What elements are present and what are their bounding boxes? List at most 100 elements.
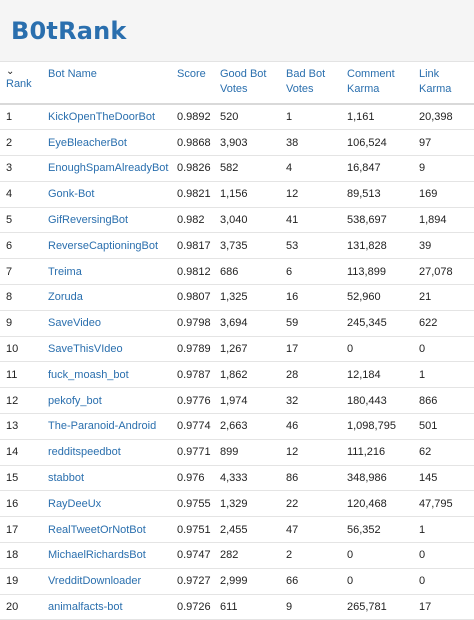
bot-name-link[interactable]: EnoughSpamAlreadyBot — [42, 156, 171, 182]
score-cell: 0.982 — [171, 207, 214, 233]
app-title[interactable]: B0tRank — [11, 17, 127, 45]
bad-votes-cell: 32 — [280, 388, 341, 414]
bot-name-link[interactable]: VredditDownloader — [42, 568, 171, 594]
bad-votes-cell: 28 — [280, 362, 341, 388]
comment-karma-cell: 348,986 — [341, 465, 413, 491]
bot-name-link[interactable]: Zoruda — [42, 285, 171, 311]
bot-name-link[interactable]: Treima — [42, 259, 171, 285]
link-karma-cell: 622 — [413, 310, 474, 336]
column-header-bot-name[interactable]: Bot Name — [42, 62, 171, 104]
bot-name-link[interactable]: SaveThisVIdeo — [42, 336, 171, 362]
comment-karma-cell: 16,847 — [341, 156, 413, 182]
comment-karma-cell: 1,098,795 — [341, 414, 413, 440]
score-cell: 0.9812 — [171, 259, 214, 285]
rank-cell: 4 — [0, 181, 42, 207]
rank-cell: 15 — [0, 465, 42, 491]
bad-votes-cell: 41 — [280, 207, 341, 233]
rank-cell: 3 — [0, 156, 42, 182]
bad-votes-cell: 4 — [280, 156, 341, 182]
comment-karma-cell: 131,828 — [341, 233, 413, 259]
comment-karma-cell: 265,781 — [341, 594, 413, 620]
bot-name-link[interactable]: stabbot — [42, 465, 171, 491]
good-votes-cell: 2,999 — [214, 568, 280, 594]
table-row: 11 fuck_moash_bot 0.9787 1,862 28 12,184 1 — [0, 362, 474, 388]
bot-name-link[interactable]: Gonk-Bot — [42, 181, 171, 207]
table-row: 13 The-Paranoid-Android 0.9774 2,663 46 1,098… — [0, 414, 474, 440]
table-header-row: ⌄ Rank Bot Name Score Good Bot Votes Bad… — [0, 62, 474, 104]
rank-cell: 13 — [0, 414, 42, 440]
bot-name-link[interactable]: fuck_moash_bot — [42, 362, 171, 388]
bot-name-link[interactable]: animalfacts-bot — [42, 594, 171, 620]
column-header-comment-karma[interactable]: Comment Karma — [341, 62, 413, 104]
column-header-good-bot-votes[interactable]: Good Bot Votes — [214, 62, 280, 104]
bot-name-link[interactable]: pekofy_bot — [42, 388, 171, 414]
link-karma-cell: 39 — [413, 233, 474, 259]
table-row: 17 RealTweetOrNotBot 0.9751 2,455 47 56,352 1 — [0, 517, 474, 543]
table-row: 1 KickOpenTheDoorBot 0.9892 520 1 1,161 20,398 — [0, 104, 474, 130]
good-votes-cell: 1,329 — [214, 491, 280, 517]
link-karma-cell: 501 — [413, 414, 474, 440]
good-votes-cell: 1,267 — [214, 336, 280, 362]
comment-karma-cell: 0 — [341, 336, 413, 362]
bad-votes-cell: 16 — [280, 285, 341, 311]
column-header-link-karma[interactable]: Link Karma — [413, 62, 474, 104]
bad-votes-cell: 53 — [280, 233, 341, 259]
comment-karma-cell: 113,899 — [341, 259, 413, 285]
bad-votes-cell: 12 — [280, 181, 341, 207]
comment-karma-cell: 12,184 — [341, 362, 413, 388]
rank-cell: 8 — [0, 285, 42, 311]
column-header-rank-label: Rank — [6, 78, 32, 90]
rank-cell: 1 — [0, 104, 42, 130]
score-cell: 0.9755 — [171, 491, 214, 517]
good-votes-cell: 1,862 — [214, 362, 280, 388]
score-cell: 0.9776 — [171, 388, 214, 414]
good-votes-cell: 1,974 — [214, 388, 280, 414]
bad-votes-cell: 1 — [280, 104, 341, 130]
score-cell: 0.9751 — [171, 517, 214, 543]
link-karma-cell: 21 — [413, 285, 474, 311]
table-row: 5 GifReversingBot 0.982 3,040 41 538,697 1,894 — [0, 207, 474, 233]
bot-name-link[interactable]: The-Paranoid-Android — [42, 414, 171, 440]
comment-karma-cell: 1,161 — [341, 104, 413, 130]
link-karma-cell: 866 — [413, 388, 474, 414]
rank-cell: 20 — [0, 594, 42, 620]
table-row: 19 VredditDownloader 0.9727 2,999 66 0 0 — [0, 568, 474, 594]
column-header-rank[interactable]: ⌄ Rank — [0, 62, 42, 104]
link-karma-cell: 9 — [413, 156, 474, 182]
link-karma-cell: 145 — [413, 465, 474, 491]
column-header-bad-bot-votes[interactable]: Bad Bot Votes — [280, 62, 341, 104]
table-row: 2 EyeBleacherBot 0.9868 3,903 38 106,524 97 — [0, 130, 474, 156]
table-row: 10 SaveThisVIdeo 0.9789 1,267 17 0 0 — [0, 336, 474, 362]
good-votes-cell: 282 — [214, 543, 280, 569]
bot-name-link[interactable]: SaveVideo — [42, 310, 171, 336]
table-row: 7 Treima 0.9812 686 6 113,899 27,078 — [0, 259, 474, 285]
link-karma-cell: 1 — [413, 362, 474, 388]
comment-karma-cell: 245,345 — [341, 310, 413, 336]
bot-name-link[interactable]: MichaelRichardsBot — [42, 543, 171, 569]
bot-name-link[interactable]: KickOpenTheDoorBot — [42, 104, 171, 130]
table-row: 18 MichaelRichardsBot 0.9747 282 2 0 0 — [0, 543, 474, 569]
bot-name-link[interactable]: GifReversingBot — [42, 207, 171, 233]
rank-cell: 16 — [0, 491, 42, 517]
bot-name-link[interactable]: RayDeeUx — [42, 491, 171, 517]
bot-name-link[interactable]: redditspeedbot — [42, 439, 171, 465]
bot-name-link[interactable]: RealTweetOrNotBot — [42, 517, 171, 543]
rank-cell: 2 — [0, 130, 42, 156]
rank-cell: 14 — [0, 439, 42, 465]
good-votes-cell: 686 — [214, 259, 280, 285]
good-votes-cell: 2,455 — [214, 517, 280, 543]
column-header-score[interactable]: Score — [171, 62, 214, 104]
app-header: B0tRank — [0, 0, 474, 62]
score-cell: 0.976 — [171, 465, 214, 491]
bot-name-link[interactable]: ReverseCaptioningBot — [42, 233, 171, 259]
bot-name-link[interactable]: EyeBleacherBot — [42, 130, 171, 156]
comment-karma-cell: 180,443 — [341, 388, 413, 414]
chevron-down-icon[interactable]: ⌄ — [6, 67, 42, 76]
rank-cell: 12 — [0, 388, 42, 414]
score-cell: 0.9892 — [171, 104, 214, 130]
link-karma-cell: 1,894 — [413, 207, 474, 233]
good-votes-cell: 3,040 — [214, 207, 280, 233]
rank-cell: 7 — [0, 259, 42, 285]
table-row: 8 Zoruda 0.9807 1,325 16 52,960 21 — [0, 285, 474, 311]
good-votes-cell: 1,156 — [214, 181, 280, 207]
